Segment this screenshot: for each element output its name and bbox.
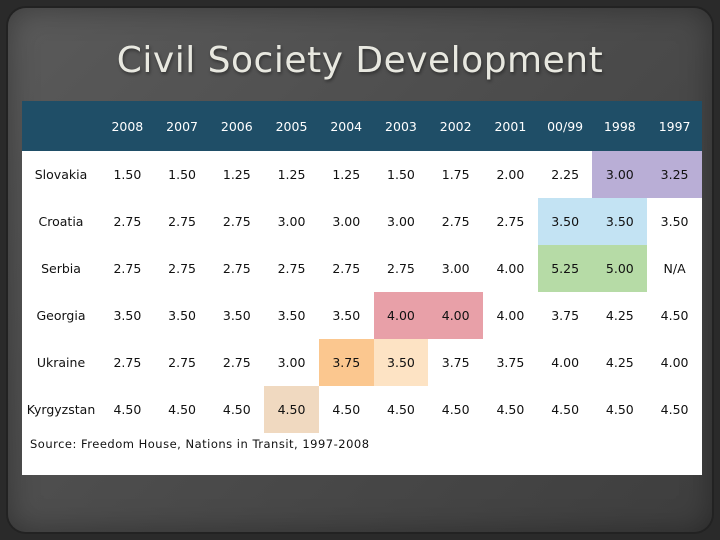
score-cell: 3.00: [441, 261, 470, 276]
score-cell: 5.00: [592, 245, 648, 292]
score-cell: 1.50: [168, 167, 196, 182]
country-cell: Kyrgyzstan: [26, 402, 96, 417]
score-cell: N/A: [663, 261, 686, 276]
table-row: Slovakia 1.50 1.50 1.25 1.25 1.25 1.50 1…: [22, 151, 702, 198]
score-cell: 3.00: [387, 214, 415, 229]
score-cell: 2.25: [551, 167, 580, 182]
score-cell: 2.75: [387, 261, 415, 276]
score-cell: 1.50: [113, 167, 142, 182]
score-cell: 3.00: [592, 151, 648, 198]
score-cell: 2.75: [277, 261, 306, 276]
score-cell: 4.25: [605, 355, 634, 370]
table-row: Kyrgyzstan 4.50 4.50 4.50 4.50 4.50 4.50…: [22, 386, 702, 433]
header-year: 1998: [592, 101, 648, 151]
header-row: 2008 2007 2006 2005 2004 2003 2002 2001 …: [22, 101, 702, 151]
score-cell: 2.75: [113, 355, 142, 370]
score-cell: 3.25: [647, 151, 702, 198]
header-year: 2008: [100, 101, 155, 151]
score-cell: 4.50: [441, 402, 470, 417]
country-cell: Georgia: [36, 308, 86, 323]
score-cell: 3.75: [441, 355, 470, 370]
table-row: Georgia 3.50 3.50 3.50 3.50 3.50 4.00 4.…: [22, 292, 702, 339]
score-cell: 5.25: [537, 245, 593, 292]
score-cell: 2.75: [168, 355, 196, 370]
score-cell: 4.00: [551, 355, 580, 370]
table-row: Serbia 2.75 2.75 2.75 2.75 2.75 2.75 3.0…: [22, 245, 702, 292]
score-cell: 3.75: [318, 339, 374, 386]
table-row: Croatia 2.75 2.75 2.75 3.00 3.00 3.00 2.…: [22, 198, 702, 245]
table-panel: 2008 2007 2006 2005 2004 2003 2002 2001 …: [22, 101, 702, 475]
score-cell: 4.00: [496, 261, 525, 276]
score-cell: 4.00: [428, 292, 484, 339]
score-cell: 1.25: [332, 167, 361, 182]
score-cell: 2.75: [441, 214, 470, 229]
slide-title: Civil Society Development: [116, 40, 604, 81]
score-cell: 3.00: [277, 214, 306, 229]
score-cell: 2.75: [113, 261, 142, 276]
score-cell: 1.50: [387, 167, 415, 182]
score-cell: 3.00: [277, 355, 306, 370]
header-year: 2006: [209, 101, 265, 151]
score-cell: 4.50: [660, 402, 689, 417]
header-corner: [22, 101, 100, 151]
score-cell: 4.50: [660, 308, 689, 323]
score-cell: 1.25: [277, 167, 306, 182]
country-cell: Serbia: [41, 261, 81, 276]
score-cell: 4.50: [551, 402, 580, 417]
score-cell: 2.75: [168, 214, 196, 229]
score-cell: 4.50: [605, 402, 634, 417]
score-cell: 3.50: [660, 214, 689, 229]
score-cell: 4.00: [660, 355, 689, 370]
score-cell: 3.50: [168, 308, 196, 323]
score-cell: 2.75: [222, 261, 251, 276]
score-cell: 3.50: [373, 339, 429, 386]
header-year: 2005: [264, 101, 319, 151]
score-cell: 3.75: [551, 308, 580, 323]
country-cell: Ukraine: [36, 355, 86, 370]
score-cell: 3.50: [332, 308, 361, 323]
score-cell: 3.50: [592, 198, 648, 245]
score-cell: 2.75: [168, 261, 196, 276]
civil-society-table: 2008 2007 2006 2005 2004 2003 2002 2001 …: [22, 101, 702, 433]
score-cell: 2.75: [113, 214, 142, 229]
header-year: 2007: [154, 101, 210, 151]
score-cell: 4.50: [332, 402, 361, 417]
header-year: 2002: [428, 101, 484, 151]
source-note: Source: Freedom House, Nations in Transi…: [30, 437, 370, 451]
country-cell: Slovakia: [34, 167, 88, 182]
score-cell: 3.50: [222, 308, 251, 323]
score-cell: 3.50: [113, 308, 142, 323]
header-year: 2003: [373, 101, 429, 151]
score-cell: 4.00: [373, 292, 429, 339]
score-cell: 1.75: [441, 167, 470, 182]
score-cell: 2.75: [222, 214, 251, 229]
score-cell: 2.75: [332, 261, 361, 276]
score-cell: 4.00: [496, 308, 525, 323]
score-cell: 2.75: [496, 214, 525, 229]
score-cell: 2.75: [222, 355, 251, 370]
score-cell: 1.25: [222, 167, 251, 182]
country-cell: Croatia: [38, 214, 84, 229]
score-cell: 4.25: [605, 308, 634, 323]
header-year: 1997: [647, 101, 702, 151]
score-cell: 4.50: [264, 386, 319, 433]
score-cell: 3.75: [496, 355, 525, 370]
table-row: Ukraine 2.75 2.75 2.75 3.00 3.75 3.50 3.…: [22, 339, 702, 386]
score-cell: 3.00: [332, 214, 361, 229]
header-year: 2001: [483, 101, 538, 151]
score-cell: 4.50: [113, 402, 142, 417]
score-cell: 4.50: [168, 402, 196, 417]
header-year: 2004: [318, 101, 374, 151]
score-cell: 3.50: [537, 198, 593, 245]
score-cell: 4.50: [496, 402, 525, 417]
score-cell: 2.00: [496, 167, 525, 182]
score-cell: 3.50: [277, 308, 306, 323]
score-cell: 4.50: [222, 402, 251, 417]
score-cell: 4.50: [387, 402, 415, 417]
header-year: 00/99: [537, 101, 593, 151]
